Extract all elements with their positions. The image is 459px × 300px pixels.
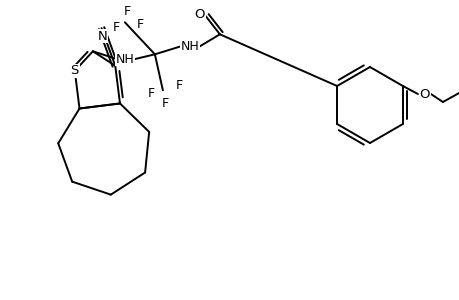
Text: O: O (194, 8, 205, 21)
Text: F: F (123, 5, 130, 18)
Text: N: N (97, 30, 107, 43)
Text: NH: NH (180, 40, 199, 53)
Text: F: F (112, 21, 119, 34)
Text: O: O (419, 88, 429, 100)
Text: F: F (147, 87, 154, 100)
Text: F: F (161, 97, 168, 110)
Text: F: F (175, 79, 182, 92)
Text: S: S (70, 64, 79, 77)
Text: NH: NH (115, 53, 134, 66)
Text: F: F (136, 18, 143, 31)
